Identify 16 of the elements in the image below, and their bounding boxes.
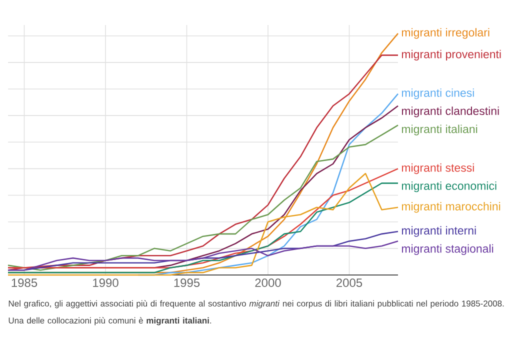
series-label: migranti stagionali	[402, 244, 494, 255]
series-label: migranti cinesi	[402, 88, 474, 100]
x-tick-label: 1995	[174, 278, 200, 288]
series-label: migranti interni	[402, 226, 476, 237]
x-tick-label: 1985	[12, 278, 38, 288]
series-label: migranti marocchini	[402, 202, 500, 213]
x-tick-label: 1990	[93, 278, 118, 288]
x-tick-label: 2000	[255, 278, 281, 288]
series-label: migranti economici	[402, 181, 496, 192]
series-label: migranti stessi	[402, 163, 474, 174]
series-label: migranti clandestini	[402, 106, 499, 118]
series-label: migranti irregolari	[402, 28, 490, 39]
series-label: migranti provenienti	[402, 50, 501, 61]
series-label: migranti italiani	[402, 124, 478, 136]
text: Nel grafico, gli aggettivi associati più di frequente al sostantivo migranti nei corpus di libri italiani pubblicati nel periodo 1985-2008. Una delle collocazioni più comuni è migranti italiani.	[8, 300, 504, 326]
x-tick-label: 2005	[336, 278, 362, 288]
